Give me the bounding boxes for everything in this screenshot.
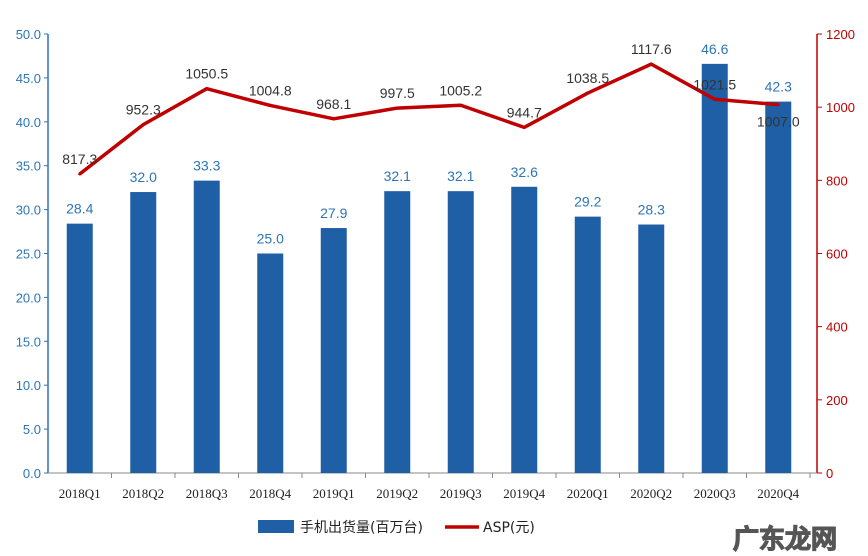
x-tick-label: 2019Q3 <box>440 486 482 501</box>
right-tick-label: 400 <box>826 320 848 335</box>
left-tick-label: 50.0 <box>16 27 41 42</box>
left-tick-label: 20.0 <box>16 290 41 305</box>
bar-label: 46.6 <box>701 41 728 57</box>
asp-point <box>522 125 526 129</box>
x-tick-label: 2020Q1 <box>567 486 609 501</box>
line-label: 1117.6 <box>631 41 672 57</box>
legend-label-bar: 手机出货量(百万台) <box>300 519 423 536</box>
bar-label: 29.2 <box>574 194 601 210</box>
left-tick-label: 45.0 <box>16 71 41 86</box>
bar-label: 28.4 <box>66 201 93 217</box>
bar-2019Q2 <box>384 191 411 474</box>
line-label: 944.7 <box>507 104 542 120</box>
bar-2018Q4 <box>257 253 284 473</box>
bar-2020Q1 <box>574 216 601 473</box>
asp-point <box>713 97 717 101</box>
x-tick-label: 2019Q1 <box>313 486 355 501</box>
legend-swatch-bar <box>258 520 294 533</box>
x-tick-label: 2018Q3 <box>186 486 228 501</box>
bar-2019Q3 <box>447 191 474 474</box>
line-label: 817.3 <box>62 151 97 167</box>
bar-label: 32.6 <box>511 164 538 180</box>
x-tick-label: 2019Q2 <box>376 486 418 501</box>
bar-label: 28.3 <box>638 202 665 218</box>
x-tick-label: 2020Q2 <box>630 486 672 501</box>
asp-line <box>78 62 779 176</box>
left-tick-label: 10.0 <box>16 378 41 393</box>
bar-label: 32.1 <box>447 168 474 184</box>
asp-point <box>332 117 336 121</box>
line-label: 1050.5 <box>185 66 228 82</box>
line-label: 968.1 <box>316 96 351 112</box>
asp-point <box>459 103 463 107</box>
x-tick-label: 2020Q3 <box>694 486 736 501</box>
bar-2019Q4 <box>511 186 538 473</box>
left-tick-label: 0.0 <box>23 466 41 481</box>
right-tick-label: 1200 <box>826 27 855 42</box>
asp-point <box>776 103 780 107</box>
bar-label: 42.3 <box>765 79 792 95</box>
asp-point <box>141 123 145 127</box>
right-tick-label: 0 <box>826 466 833 481</box>
right-tick-label: 600 <box>826 247 848 262</box>
line-label: 1038.5 <box>566 70 609 86</box>
left-tick-label: 15.0 <box>16 334 41 349</box>
bar-2020Q4 <box>765 101 792 473</box>
asp-point <box>268 103 272 107</box>
asp-point <box>78 172 82 176</box>
asp-point <box>205 87 209 91</box>
line-label: 1004.8 <box>249 82 292 98</box>
bar-label: 32.1 <box>384 168 411 184</box>
x-tick-label: 2020Q4 <box>757 486 799 501</box>
bar-label: 25.0 <box>257 231 284 247</box>
right-tick-label: 200 <box>826 393 848 408</box>
x-tick-label: 2018Q2 <box>122 486 164 501</box>
bar-label: 32.0 <box>130 169 157 185</box>
bar-2020Q2 <box>638 224 665 473</box>
bar-2020Q3 <box>701 63 728 474</box>
right-tick-label: 800 <box>826 173 848 188</box>
left-tick-label: 40.0 <box>16 115 41 130</box>
left-tick-label: 25.0 <box>16 247 41 262</box>
line-label: 1007.0 <box>757 114 800 130</box>
left-tick-label: 35.0 <box>16 159 41 174</box>
line-label: 1021.5 <box>693 76 736 92</box>
asp-point <box>395 106 399 110</box>
line-label: 997.5 <box>380 85 415 101</box>
bar-label: 27.9 <box>320 205 347 221</box>
bar-label: 33.3 <box>193 158 220 174</box>
x-tick-label: 2018Q4 <box>249 486 291 501</box>
legend-label-line: ASP(元) <box>483 520 535 536</box>
right-tick-label: 1000 <box>826 100 855 115</box>
bar-2018Q1 <box>66 223 93 473</box>
bar-2018Q3 <box>193 180 220 473</box>
line-label: 952.3 <box>126 102 161 118</box>
x-tick-label: 2018Q1 <box>59 486 101 501</box>
asp-point <box>586 91 590 95</box>
bar-2018Q2 <box>130 192 157 474</box>
line-label: 1005.2 <box>439 82 482 98</box>
watermark: 广东龙网 <box>733 524 837 555</box>
left-tick-label: 5.0 <box>23 422 41 437</box>
left-tick-label: 30.0 <box>16 203 41 218</box>
asp-point <box>649 62 653 66</box>
x-tick-label: 2019Q4 <box>503 486 545 501</box>
bar-2019Q1 <box>320 228 347 473</box>
